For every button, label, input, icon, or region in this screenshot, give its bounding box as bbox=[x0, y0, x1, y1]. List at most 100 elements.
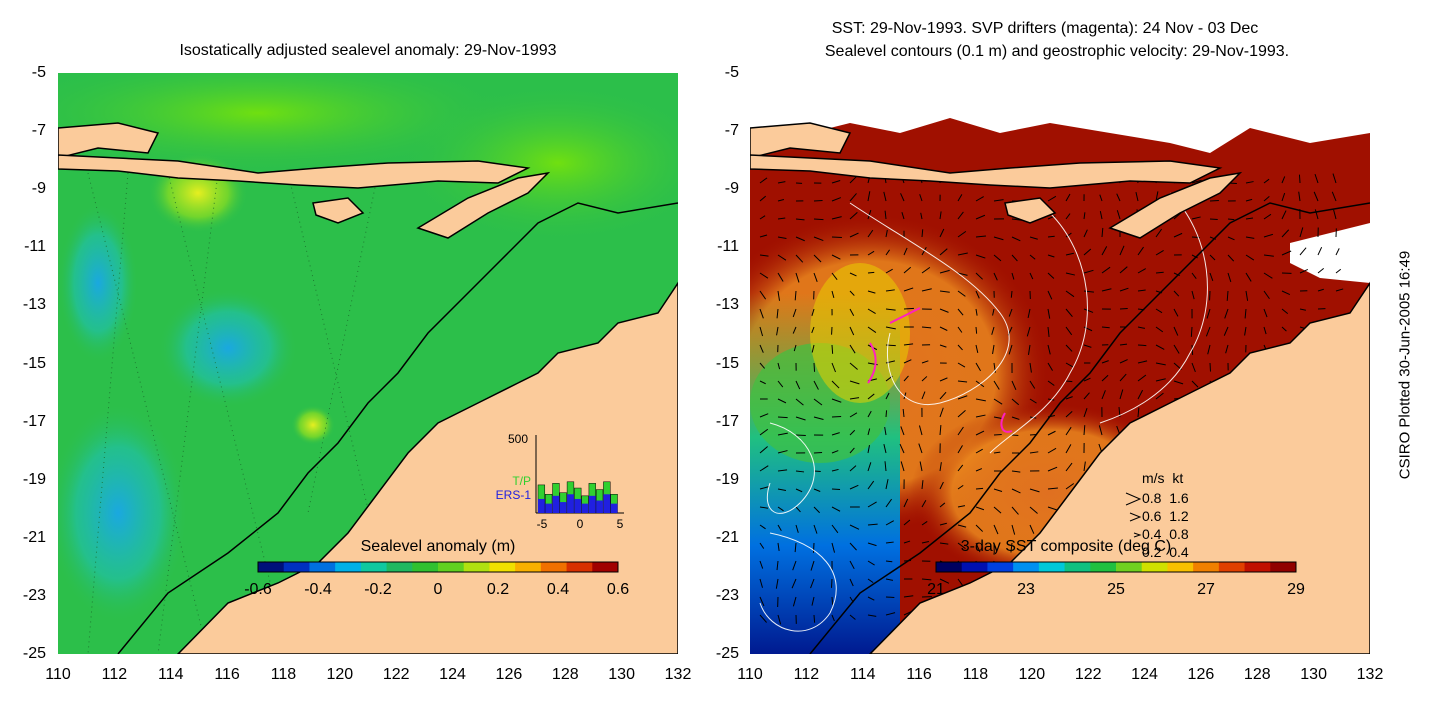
velocity-vector bbox=[867, 445, 870, 454]
velocity-vector bbox=[921, 376, 928, 382]
velocity-legend-row-3: 0.4 0.8 bbox=[1142, 526, 1189, 542]
velocity-vector bbox=[1191, 362, 1196, 373]
velocity-vector bbox=[1047, 380, 1055, 386]
velocity-vector bbox=[957, 395, 968, 400]
velocity-vector bbox=[885, 520, 895, 526]
left-x-tick-label: 116 bbox=[214, 666, 240, 683]
velocity-vector bbox=[1317, 267, 1325, 274]
velocity-vector bbox=[921, 540, 930, 544]
velocity-vector bbox=[1008, 308, 1013, 317]
velocity-vector bbox=[1299, 247, 1307, 256]
velocity-vector bbox=[939, 344, 947, 348]
right-y-tick-label: -9 bbox=[724, 180, 739, 198]
velocity-vector bbox=[885, 289, 895, 292]
velocity-vector bbox=[1029, 380, 1036, 389]
velocity-vector bbox=[794, 542, 797, 553]
velocity-vector bbox=[759, 177, 768, 184]
velocity-vector bbox=[1299, 308, 1307, 311]
sst-colorbar-segment bbox=[961, 562, 988, 572]
sealevel-colorbar-tick-label: -0.4 bbox=[304, 581, 332, 598]
velocity-vector bbox=[1155, 362, 1166, 366]
velocity-vector bbox=[902, 408, 905, 418]
velocity-vector bbox=[1335, 248, 1340, 256]
velocity-vector bbox=[885, 498, 893, 508]
velocity-vector bbox=[810, 578, 815, 589]
velocity-vector bbox=[1191, 216, 1201, 220]
velocity-vector bbox=[759, 344, 764, 353]
velocity-vector bbox=[1083, 248, 1092, 256]
velocity-vector bbox=[1010, 290, 1013, 298]
velocity-vector bbox=[1083, 308, 1094, 313]
velocity-vector bbox=[957, 505, 966, 508]
velocity-legend-row-4: 0.2 0.4 bbox=[1142, 544, 1189, 560]
right-x-tick-label: 122 bbox=[1074, 666, 1102, 683]
velocity-vector bbox=[792, 560, 797, 571]
velocity-vector bbox=[903, 359, 912, 364]
velocity-vector bbox=[759, 465, 769, 472]
velocity-vector bbox=[903, 247, 908, 256]
histogram-bar-ers bbox=[588, 495, 596, 513]
right-panel-title-line2: Sealevel contours (0.1 m) and geostrophi… bbox=[824, 43, 1290, 60]
velocity-vector bbox=[776, 560, 779, 571]
velocity-vector bbox=[939, 290, 950, 293]
velocity-vector bbox=[885, 560, 893, 563]
velocity-vector bbox=[777, 488, 787, 491]
sst-colorbar-segment bbox=[936, 562, 963, 572]
velocity-vector bbox=[1298, 174, 1301, 184]
sealevel-colorbar-segment bbox=[360, 562, 388, 572]
velocity-vector bbox=[1029, 488, 1040, 493]
velocity-vector bbox=[1245, 198, 1253, 202]
velocity-vector bbox=[921, 266, 931, 274]
velocity-vector bbox=[777, 614, 782, 625]
right-x-tick-label: 118 bbox=[962, 666, 989, 683]
velocity-vector bbox=[1173, 344, 1180, 354]
velocity-vector bbox=[1299, 227, 1304, 238]
velocity-vector bbox=[1029, 398, 1037, 404]
timor-island bbox=[1108, 171, 1243, 239]
histogram-bar-ers bbox=[603, 494, 611, 513]
velocity-vector bbox=[1333, 209, 1337, 220]
velocity-vector bbox=[813, 470, 821, 472]
sst-map-svg: m/s kt 0.8 1.6 0.6 1.2 0.4 0.8 0.2 0.4 3… bbox=[750, 73, 1370, 654]
left-y-tick-label: -11 bbox=[24, 238, 46, 256]
right-y-tick-label: -13 bbox=[715, 296, 739, 314]
velocity-vector bbox=[1010, 542, 1013, 553]
velocity-vector bbox=[759, 215, 766, 220]
velocity-vector bbox=[759, 428, 769, 436]
sealevel-colorbar-segment bbox=[489, 562, 516, 572]
velocity-vector bbox=[810, 560, 815, 571]
left-y-tick-label: -7 bbox=[31, 122, 46, 140]
velocity-vector bbox=[795, 254, 804, 263]
velocity-vector bbox=[776, 326, 779, 336]
velocity-vector bbox=[811, 308, 815, 316]
velocity-vector bbox=[939, 407, 944, 418]
velocity-vector bbox=[939, 424, 942, 436]
histogram-xtick-zero: 0 bbox=[577, 517, 584, 531]
velocity-vector bbox=[775, 578, 779, 589]
right-x-tick-label: 116 bbox=[906, 666, 932, 683]
velocity-vector bbox=[885, 392, 890, 400]
velocity-vector bbox=[1083, 269, 1094, 274]
velocity-vector bbox=[975, 506, 985, 511]
velocity-vector bbox=[759, 596, 765, 607]
velocity-vector bbox=[759, 380, 766, 385]
velocity-vector bbox=[1155, 378, 1166, 382]
sealevel-colorbar-ticks: -0.6 -0.4 -0.2 0 0.2 0.4 0.6 bbox=[244, 581, 629, 598]
velocity-vector bbox=[1173, 380, 1184, 385]
velocity-vector bbox=[1065, 411, 1073, 418]
velocity-vector bbox=[993, 380, 1000, 390]
histogram-legend-tp: T/P bbox=[512, 474, 531, 488]
velocity-vector bbox=[957, 410, 966, 418]
velocity-vector bbox=[831, 398, 842, 403]
velocity-vector bbox=[1155, 308, 1163, 314]
velocity-vector bbox=[795, 380, 801, 390]
sst-colorbar-tick-label: 29 bbox=[1287, 581, 1305, 598]
velocity-vector bbox=[903, 375, 909, 382]
sst-colorbar-segment bbox=[1116, 562, 1143, 572]
velocity-vector bbox=[791, 578, 797, 589]
velocity-vector bbox=[777, 380, 784, 388]
velocity-vector bbox=[867, 523, 878, 526]
velocity-vector bbox=[920, 212, 923, 220]
sst-colorbar-segment bbox=[1167, 562, 1194, 572]
velocity-vector bbox=[975, 326, 978, 334]
